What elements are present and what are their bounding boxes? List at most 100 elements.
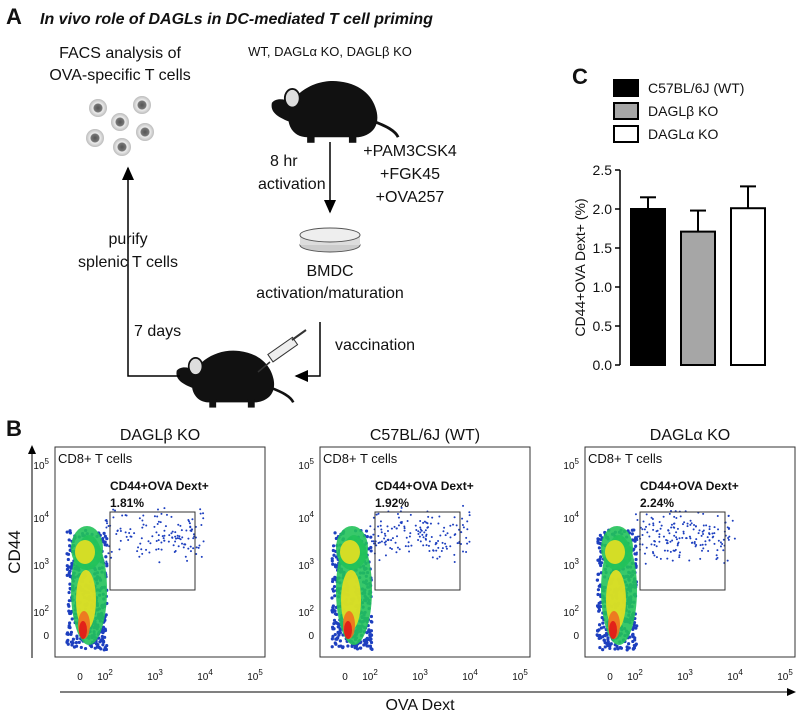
event-dot: [449, 545, 452, 548]
event-dot: [716, 514, 719, 517]
event-dot: [395, 527, 398, 530]
event-dot: [115, 532, 118, 535]
tick-label: 102: [563, 604, 579, 619]
event-dot: [142, 514, 145, 517]
event-dot: [197, 546, 200, 549]
event-dot: [404, 545, 407, 548]
activation-text: activation: [258, 176, 326, 193]
event-dot: [369, 525, 372, 528]
event-dot: [630, 633, 635, 637]
event-dot: [597, 559, 602, 563]
event-dot: [334, 536, 338, 541]
event-dot: [337, 633, 341, 637]
event-dot: [398, 548, 401, 551]
event-dot: [453, 516, 456, 519]
event-dot: [713, 526, 716, 529]
tick-exponent: 4: [310, 510, 315, 519]
event-dot: [155, 539, 158, 542]
event-dot: [189, 550, 192, 553]
event-dot: [601, 647, 605, 652]
vaccination-text: vaccination: [335, 337, 415, 354]
event-dot: [670, 523, 673, 526]
dish-icon: [299, 227, 361, 253]
tick-exponent: 5: [523, 668, 528, 677]
event-dot: [676, 544, 679, 547]
tick-base: 10: [247, 672, 259, 683]
tick-exponent: 4: [208, 668, 213, 677]
event-dot: [133, 532, 136, 535]
tick-label: 105: [298, 457, 314, 472]
event-dot: [175, 537, 178, 540]
event-dot: [338, 627, 342, 631]
event-dot: [667, 529, 670, 532]
tick-exponent: 5: [258, 668, 263, 677]
event-dot: [425, 544, 428, 547]
event-dot: [369, 640, 374, 645]
population-label: CD8+ T cells: [588, 451, 663, 466]
event-dot: [428, 540, 431, 543]
event-dot: [333, 633, 337, 637]
event-dot: [391, 537, 394, 540]
event-dot: [390, 548, 393, 551]
event-dot: [187, 518, 190, 521]
purify-text: purify: [108, 231, 147, 248]
event-dot: [716, 549, 719, 552]
event-dot: [637, 535, 640, 538]
event-dot: [673, 515, 676, 518]
event-dot: [453, 553, 456, 556]
event-dot: [675, 531, 678, 534]
tick-label: 103: [563, 557, 579, 572]
event-dot: [431, 516, 434, 519]
event-dot: [652, 528, 655, 531]
event-dot: [422, 544, 425, 547]
event-dot: [379, 524, 382, 527]
event-dot: [652, 524, 655, 527]
event-dot: [403, 527, 406, 530]
tick-exponent: 3: [575, 557, 580, 566]
event-dot: [641, 534, 644, 537]
panel-label: B: [6, 416, 22, 441]
event-dot: [701, 530, 704, 533]
density-core: [344, 621, 352, 639]
tick-exponent: 5: [310, 457, 315, 466]
event-dot: [179, 524, 182, 527]
gate: [639, 511, 726, 591]
event-dot: [598, 604, 603, 608]
tick-label: 102: [627, 668, 643, 683]
event-dot: [643, 552, 646, 555]
event-dot: [390, 539, 393, 542]
event-dot: [102, 640, 106, 644]
event-dot: [386, 525, 389, 528]
event-dot: [670, 526, 673, 529]
event-dot: [192, 537, 195, 540]
density-core: [79, 621, 87, 639]
event-dot: [178, 535, 181, 538]
event-dot: [722, 538, 725, 541]
event-dot: [68, 582, 72, 586]
tick-label: 103: [33, 557, 49, 572]
event-dot: [602, 638, 606, 642]
event-dot: [362, 638, 366, 643]
tick-base: 10: [33, 514, 45, 525]
event-dot: [436, 557, 439, 560]
event-dot: [332, 618, 337, 622]
event-dot: [460, 543, 463, 546]
event-dot: [606, 636, 610, 640]
tick-exponent: 2: [373, 668, 378, 677]
event-dot: [70, 617, 74, 621]
tick-exponent: 3: [45, 557, 50, 566]
event-dot: [110, 556, 113, 559]
tick-base: 10: [563, 461, 575, 472]
tick-label: 0: [573, 631, 579, 642]
event-dot: [107, 525, 110, 528]
cells-icon: [86, 96, 154, 156]
event-dot: [595, 628, 600, 633]
event-dot: [68, 621, 72, 625]
y-tick-label: 0.5: [593, 318, 613, 334]
event-dot: [597, 636, 601, 640]
event-dot: [695, 538, 698, 541]
event-dot: [662, 535, 665, 538]
event-dot: [634, 557, 638, 562]
event-dot: [140, 537, 143, 540]
